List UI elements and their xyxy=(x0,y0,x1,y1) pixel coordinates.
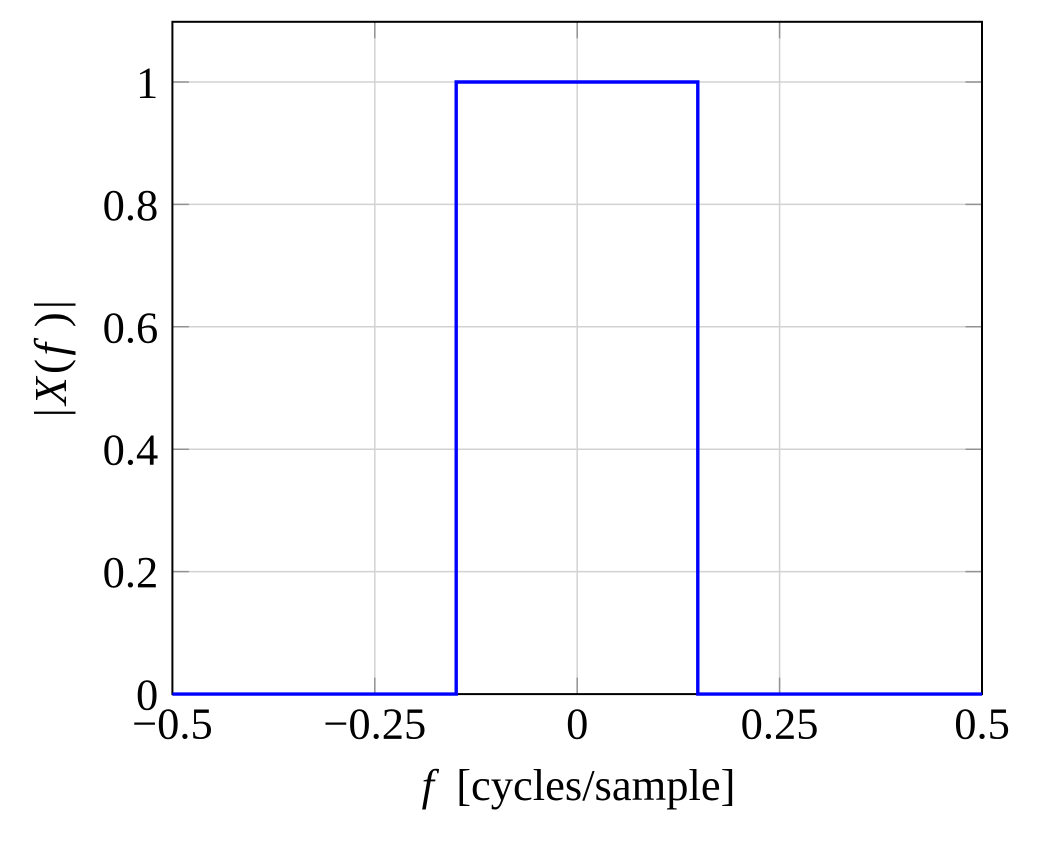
svg-text:0.4: 0.4 xyxy=(103,425,159,475)
svg-text:0.6: 0.6 xyxy=(103,302,159,352)
svg-text:−0.5: −0.5 xyxy=(132,698,213,748)
svg-text:0.2: 0.2 xyxy=(103,547,159,597)
svg-text:0: 0 xyxy=(136,670,158,720)
svg-text:1: 1 xyxy=(136,58,158,108)
svg-text:|X(f )|: |X(f )| xyxy=(25,297,76,418)
svg-text:0.5: 0.5 xyxy=(954,698,1010,748)
svg-text:−0.25: −0.25 xyxy=(323,698,426,748)
svg-text:0: 0 xyxy=(566,698,588,748)
svg-text:0.25: 0.25 xyxy=(741,698,819,748)
svg-text:0.8: 0.8 xyxy=(103,180,159,230)
svg-text:f [cycles/sample]: f [cycles/sample] xyxy=(422,760,736,810)
